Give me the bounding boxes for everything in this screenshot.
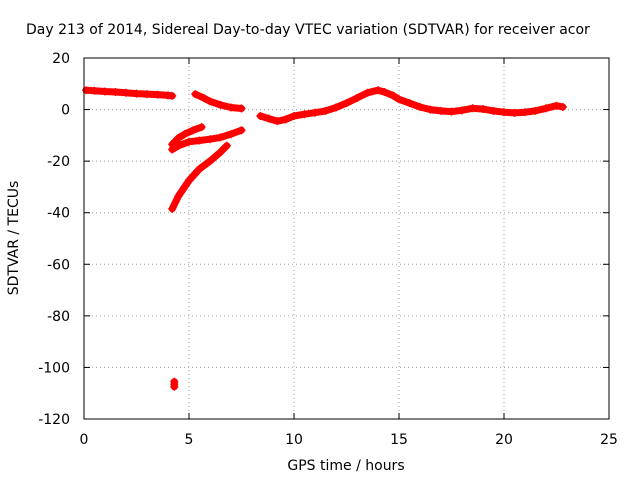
data-point bbox=[273, 117, 282, 126]
y-tick-label: -40 bbox=[47, 206, 70, 222]
data-point bbox=[458, 106, 466, 115]
data-point bbox=[143, 90, 151, 99]
series-arc-1 bbox=[82, 86, 177, 100]
data-point bbox=[468, 104, 477, 113]
data-point bbox=[168, 140, 177, 149]
data-point bbox=[489, 106, 498, 115]
data-point bbox=[510, 108, 519, 117]
y-tick-label: -60 bbox=[47, 257, 70, 273]
data-point bbox=[388, 91, 397, 100]
axis-ticks: 0 5 10 15 20 25 -120 -100 -80 -60 -40 -20 0 20 bbox=[38, 51, 618, 448]
data-point bbox=[185, 137, 193, 146]
data-point bbox=[521, 108, 529, 117]
data-point bbox=[237, 126, 246, 135]
data-point bbox=[216, 100, 225, 109]
x-tick-label: 0 bbox=[80, 432, 89, 448]
data-point bbox=[290, 112, 298, 121]
data-point bbox=[416, 102, 424, 111]
data-point bbox=[180, 130, 189, 139]
y-tick-label: -120 bbox=[38, 412, 70, 428]
series-line bbox=[256, 86, 567, 125]
y-tick-label: -80 bbox=[47, 309, 70, 325]
data-point bbox=[174, 191, 183, 200]
data-point bbox=[264, 114, 273, 123]
data-point bbox=[426, 105, 435, 114]
data-point bbox=[111, 88, 120, 97]
data-point bbox=[153, 90, 162, 99]
x-axis-title: GPS time / hours bbox=[287, 458, 404, 474]
data-point bbox=[363, 88, 372, 97]
data-point bbox=[132, 89, 141, 98]
data-point bbox=[101, 87, 109, 96]
data-point bbox=[353, 93, 361, 102]
data-point bbox=[216, 148, 225, 157]
data-point bbox=[197, 123, 206, 132]
data-point bbox=[199, 93, 208, 102]
x-tick-label: 10 bbox=[285, 432, 303, 448]
data-point bbox=[170, 382, 179, 391]
series-line bbox=[168, 142, 231, 213]
data-point bbox=[500, 108, 508, 117]
data-point bbox=[168, 91, 177, 100]
data-point bbox=[195, 136, 204, 145]
data-point bbox=[531, 106, 540, 115]
plot-frame bbox=[83, 57, 610, 420]
data-point bbox=[380, 88, 389, 97]
data-point bbox=[552, 101, 561, 110]
data-point bbox=[191, 90, 200, 99]
series-line bbox=[191, 90, 245, 112]
data-point bbox=[206, 157, 214, 166]
data-point bbox=[332, 103, 340, 112]
y-axis-title: SDTVAR / TECUs bbox=[6, 181, 22, 296]
data-point bbox=[174, 133, 183, 142]
data-point bbox=[281, 115, 290, 124]
data-point bbox=[206, 135, 214, 144]
data-point bbox=[395, 95, 403, 104]
data-series bbox=[82, 86, 567, 391]
series-line bbox=[82, 86, 176, 100]
y-tick-label: -100 bbox=[38, 360, 70, 376]
data-point bbox=[558, 102, 567, 111]
data-point bbox=[122, 88, 130, 97]
y-tick-label: 0 bbox=[61, 103, 70, 119]
data-point bbox=[195, 164, 204, 173]
series-arc-6 bbox=[168, 141, 231, 213]
series-arc-4 bbox=[168, 126, 246, 154]
data-point bbox=[185, 176, 193, 185]
data-point bbox=[189, 126, 198, 135]
data-point bbox=[227, 130, 235, 139]
series-arc-3 bbox=[256, 86, 567, 126]
data-point bbox=[216, 133, 225, 142]
series-arc-2 bbox=[191, 90, 246, 113]
data-point bbox=[447, 107, 456, 116]
series-arc-5 bbox=[168, 123, 206, 149]
data-point bbox=[300, 110, 309, 119]
data-point bbox=[437, 106, 445, 115]
data-point bbox=[342, 99, 351, 108]
y-tick-label: 20 bbox=[52, 51, 70, 67]
x-tick-label: 15 bbox=[390, 432, 408, 448]
data-point bbox=[311, 108, 319, 117]
data-point bbox=[206, 97, 214, 106]
data-point bbox=[222, 141, 231, 150]
data-point bbox=[237, 104, 246, 113]
data-point bbox=[256, 112, 265, 121]
data-point bbox=[374, 86, 382, 95]
data-point bbox=[321, 106, 330, 115]
data-point bbox=[542, 104, 550, 113]
data-point bbox=[227, 103, 235, 112]
x-tick-label: 20 bbox=[495, 432, 513, 448]
data-point bbox=[90, 86, 99, 95]
x-tick-label: 25 bbox=[600, 432, 618, 448]
data-point bbox=[405, 99, 414, 108]
x-tick-label: 5 bbox=[185, 432, 194, 448]
data-point bbox=[168, 204, 177, 213]
y-tick-label: -20 bbox=[47, 154, 70, 170]
series-outlier bbox=[170, 377, 179, 391]
data-point bbox=[479, 105, 487, 114]
data-point bbox=[82, 86, 91, 95]
chart-title: Day 213 of 2014, Sidereal Day-to-day VTE… bbox=[26, 22, 590, 38]
